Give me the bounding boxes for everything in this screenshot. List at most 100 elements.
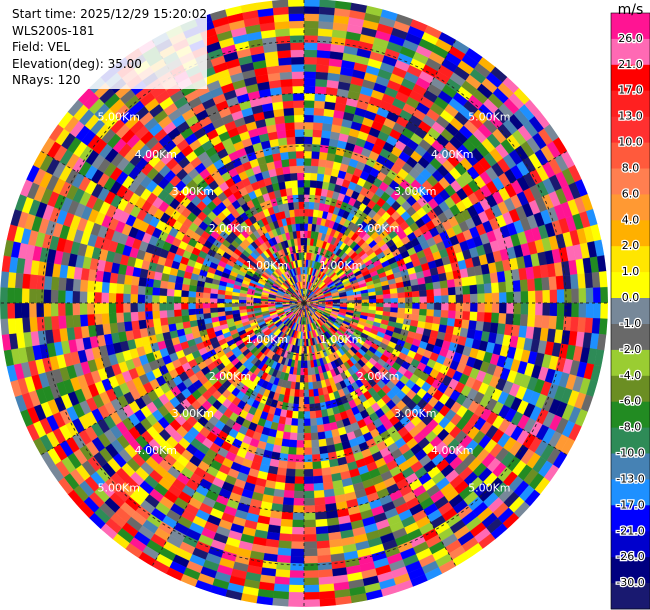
range-gate-cell	[293, 201, 300, 210]
range-gate-cell	[303, 42, 318, 51]
range-gate-cell	[317, 28, 333, 37]
range-gate-cell	[527, 278, 536, 292]
range-gate-cell	[274, 115, 286, 125]
range-gate-cell	[159, 317, 169, 326]
range-gate-cell	[275, 561, 291, 571]
range-gate-cell	[292, 505, 305, 514]
range-gate-cell	[72, 314, 81, 328]
range-gate-cell	[280, 78, 293, 88]
range-gate-cell	[431, 274, 440, 283]
range-gate-cell	[541, 315, 550, 329]
range-gate-cell	[298, 389, 305, 398]
range-gate-cell	[462, 294, 471, 304]
range-gate-cell	[295, 447, 305, 456]
range-gate-cell	[417, 277, 426, 286]
range-gate-cell	[294, 208, 300, 217]
range-gate-cell	[484, 302, 493, 313]
range-gate-cell	[323, 423, 332, 432]
range-gate-cell	[598, 318, 608, 335]
range-gate-cell	[210, 311, 219, 318]
range-gate-cell	[137, 311, 146, 321]
range-gate-cell	[43, 275, 53, 290]
range-gate-cell	[290, 555, 305, 564]
range-gate-cell	[36, 316, 46, 332]
range-gate-cell	[303, 411, 311, 419]
range-gate-cell	[513, 302, 522, 315]
range-gate-cell	[469, 284, 478, 295]
range-gate-cell	[57, 302, 66, 317]
range-gate-cell	[295, 461, 305, 470]
range-gate-cell	[564, 302, 572, 318]
range-gate-cell	[281, 438, 290, 448]
range-gate-cell	[277, 460, 288, 469]
range-gate-cell	[276, 174, 285, 183]
range-gate-cell	[303, 512, 316, 521]
range-gate-cell	[419, 302, 428, 310]
range-gate-cell	[600, 286, 608, 304]
range-gate-cell	[276, 42, 291, 52]
range-gate-cell	[303, 63, 317, 72]
range-gate-cell	[290, 541, 305, 550]
range-gate-cell	[296, 440, 305, 448]
range-gate-cell	[294, 469, 305, 477]
range-gate-cell	[319, 452, 330, 462]
range-gate-cell	[288, 591, 305, 600]
range-gate-cell	[527, 314, 536, 328]
range-gate-cell	[555, 316, 565, 331]
range-gate-cell	[419, 308, 428, 317]
range-gate-cell	[411, 284, 420, 292]
range-gate-cell	[313, 107, 325, 116]
range-gate-cell	[303, 469, 314, 477]
range-gate-cell	[303, 498, 315, 506]
range-gate-cell	[303, 353, 308, 362]
range-gate-cell	[361, 299, 370, 304]
range-gate-cell	[101, 313, 110, 325]
range-gate-cell	[166, 288, 175, 297]
range-gate-cell	[310, 425, 318, 434]
range-gate-cell	[278, 144, 289, 154]
range-gate-cell	[312, 475, 324, 484]
range-gate-cell	[303, 360, 308, 369]
range-gate-cell	[115, 302, 124, 313]
range-gate-cell	[130, 302, 138, 313]
range-gate-cell	[151, 294, 160, 304]
range-gate-cell	[317, 569, 333, 578]
range-gate-cell	[209, 297, 218, 304]
range-gate-cell	[506, 302, 515, 315]
range-gate-cell	[282, 431, 291, 440]
range-gate-cell	[286, 136, 296, 145]
range-gate-cell	[303, 0, 321, 7]
range-gate-cell	[144, 294, 153, 304]
range-gate-cell	[275, 35, 291, 45]
range-gate-cell	[314, 497, 326, 506]
range-gate-cell	[315, 410, 323, 419]
range-gate-cell	[440, 310, 449, 319]
range-gate-cell	[275, 569, 291, 578]
range-gate-cell	[418, 283, 427, 292]
range-gate-cell	[87, 280, 96, 293]
range-gate-cell	[282, 100, 294, 109]
range-gate-cell	[303, 483, 314, 492]
range-gate-cell	[108, 292, 117, 304]
range-gate-cell	[50, 276, 60, 291]
range-gate-cell	[476, 283, 485, 295]
range-gate-cell	[101, 292, 109, 304]
range-gate-cell	[173, 289, 182, 297]
range-gate-cell	[585, 287, 594, 304]
range-gate-cell	[541, 277, 550, 291]
range-gate-cell	[101, 302, 109, 314]
range-gate-cell	[303, 563, 319, 571]
range-gate-cell	[383, 293, 391, 299]
range-gate-cell	[209, 293, 218, 299]
range-gate-cell	[321, 467, 332, 476]
range-gate-cell	[122, 302, 131, 313]
range-gate-cell	[288, 158, 297, 167]
range-gate-cell	[277, 137, 288, 146]
range-gate-cell	[461, 276, 470, 287]
range-gate-cell	[159, 310, 168, 319]
range-gate-cell	[238, 299, 247, 304]
range-gate-cell	[308, 396, 315, 405]
range-gate-cell	[303, 534, 317, 543]
range-gate-cell	[303, 244, 308, 253]
range-gate-cell	[319, 6, 336, 16]
